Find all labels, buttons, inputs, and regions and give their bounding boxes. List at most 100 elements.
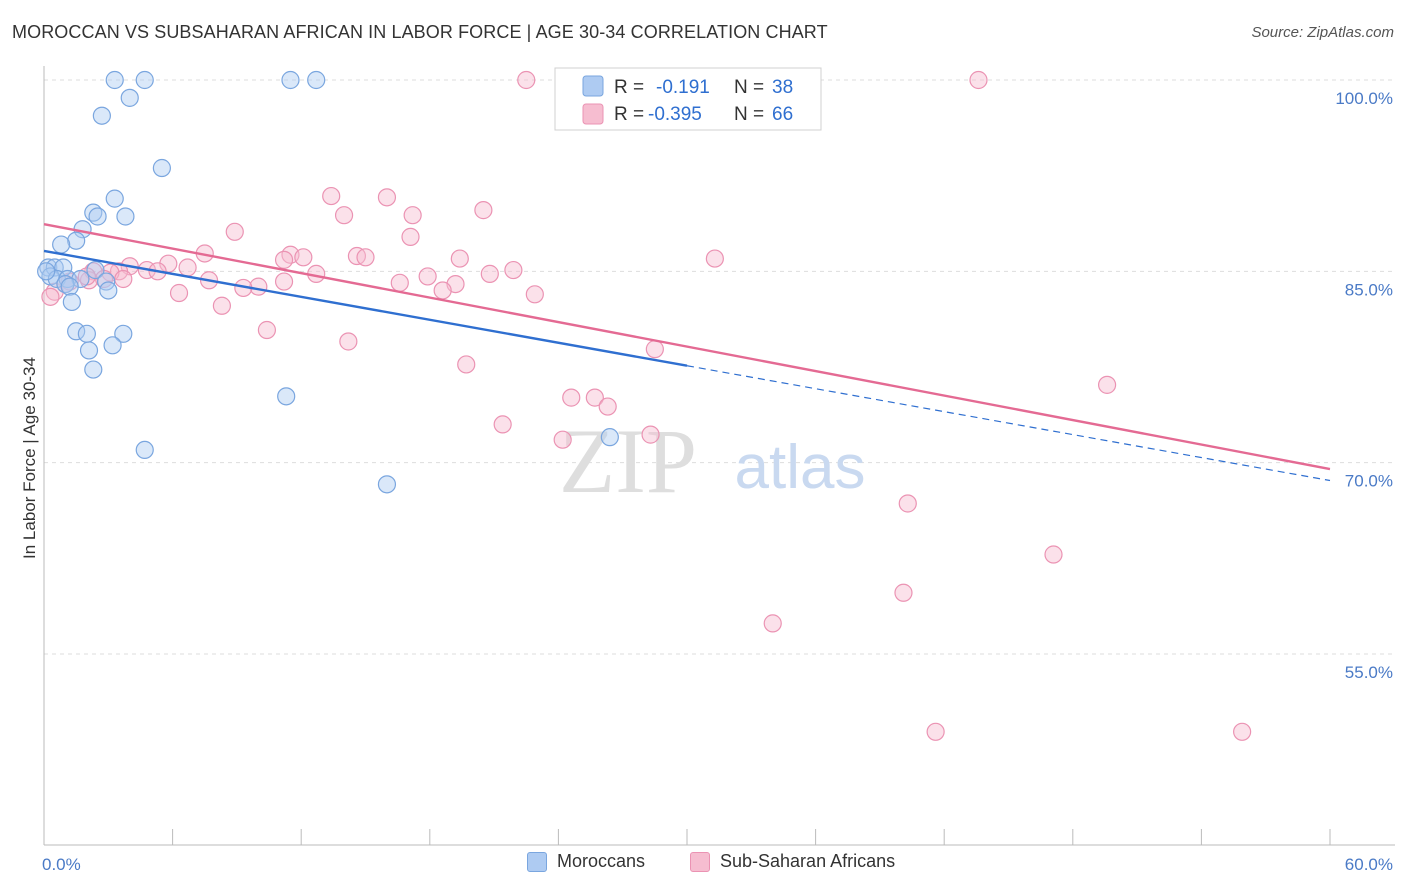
point-sub-saharan [553, 430, 572, 449]
trend-line-moroccans-extension [686, 365, 1331, 482]
legend-swatch-blue [527, 851, 547, 872]
point-moroccan [281, 70, 300, 90]
point-sub-saharan [894, 583, 913, 602]
point-moroccan [99, 281, 118, 300]
point-sub-saharan [562, 388, 581, 407]
point-sub-saharan [898, 494, 917, 513]
point-moroccan [152, 158, 171, 178]
point-sub-saharan [433, 281, 452, 300]
trend-line-moroccans [43, 249, 688, 367]
points-moroccans [37, 70, 619, 494]
legend-n-value-1: 38 [772, 77, 793, 98]
point-sub-saharan [1097, 375, 1117, 394]
point-sub-saharan [763, 614, 782, 633]
point-moroccan [105, 189, 124, 208]
point-sub-saharan [339, 332, 358, 351]
point-sub-saharan [274, 272, 294, 291]
point-sub-saharan [598, 397, 617, 416]
point-moroccan [67, 322, 86, 341]
point-sub-saharan [274, 250, 294, 269]
point-sub-saharan [377, 188, 397, 207]
point-moroccan [377, 475, 397, 494]
point-moroccan [37, 262, 56, 281]
y-tick-label: 55.0% [1345, 663, 1393, 682]
point-sub-saharan [294, 248, 313, 267]
point-moroccan [84, 360, 103, 379]
legend-n-value-2: 66 [772, 104, 793, 125]
trend-line-sub-saharan [43, 222, 1331, 471]
point-moroccan [103, 336, 122, 355]
point-sub-saharan [525, 285, 544, 304]
gridlines [44, 79, 1395, 655]
point-moroccan [86, 260, 105, 280]
point-sub-saharan [212, 296, 231, 315]
legend-swatch-moroccans [582, 75, 604, 97]
legend-swatch-sub-saharan [582, 103, 604, 125]
legend-label-sub-saharan: Sub-Saharan Africans [720, 851, 896, 871]
point-moroccan [62, 292, 81, 312]
point-moroccan [105, 70, 124, 90]
watermark-zip: ZIP [559, 410, 697, 512]
point-moroccan [88, 207, 107, 226]
point-sub-saharan [356, 248, 375, 267]
source-label: Source: ZipAtlas.com [1251, 24, 1394, 41]
watermark: ZIP atlas [559, 410, 865, 512]
y-tick-label: 85.0% [1345, 280, 1393, 299]
point-sub-saharan [493, 415, 512, 434]
point-sub-saharan [641, 425, 660, 444]
point-moroccan [307, 70, 326, 90]
legend-item-moroccans[interactable]: Moroccans [527, 851, 645, 872]
point-sub-saharan [1044, 545, 1063, 564]
legend-n-label-1: N = [734, 77, 764, 98]
x-tick-label-end: 60.0% [1345, 855, 1393, 874]
point-moroccan [135, 70, 154, 90]
series-legend: Moroccans Sub-Saharan Africans [0, 851, 1406, 879]
point-sub-saharan [517, 70, 536, 90]
point-moroccan [60, 277, 79, 296]
point-sub-saharan [480, 264, 499, 283]
legend-r-value-1: -0.191 [656, 77, 710, 98]
legend-swatch-pink [690, 851, 710, 872]
legend-r-label-2: R = [614, 104, 644, 125]
point-sub-saharan [401, 227, 420, 246]
point-sub-saharan [41, 287, 60, 306]
point-moroccan [77, 324, 96, 343]
stats-legend: R = -0.191 N = 38 R = -0.395 N = 66 [554, 67, 822, 131]
point-sub-saharan [169, 283, 189, 303]
y-tick-label: 70.0% [1345, 472, 1393, 491]
point-sub-saharan [705, 249, 724, 268]
point-moroccan [120, 88, 139, 107]
point-moroccan [67, 231, 86, 250]
point-moroccan [135, 440, 154, 460]
point-sub-saharan [450, 249, 469, 268]
point-sub-saharan [645, 340, 664, 359]
point-sub-saharan [249, 277, 268, 296]
x-tick-label-start: 0.0% [42, 855, 81, 874]
legend-n-label-2: N = [734, 104, 764, 125]
point-sub-saharan [390, 273, 409, 292]
point-moroccan [52, 235, 71, 254]
tick-labels: 55.0% 70.0% 85.0% 100.0% 0.0% 60.0% [42, 89, 1393, 874]
legend-item-sub-saharan[interactable]: Sub-Saharan Africans [690, 851, 895, 872]
point-moroccan [600, 428, 619, 447]
point-sub-saharan [257, 320, 277, 340]
legend-label-moroccans: Moroccans [557, 851, 646, 871]
legend-r-label-1: R = [614, 77, 644, 98]
point-sub-saharan [969, 70, 988, 90]
points-sub-saharan [41, 70, 1252, 741]
point-sub-saharan [585, 388, 604, 407]
point-moroccan [79, 341, 99, 360]
trend-lines [43, 222, 1331, 482]
point-moroccan [116, 207, 135, 226]
point-sub-saharan [178, 258, 197, 277]
point-moroccan [92, 106, 111, 125]
point-sub-saharan [504, 260, 523, 280]
point-sub-saharan [114, 269, 133, 289]
point-sub-saharan [1233, 722, 1252, 741]
point-sub-saharan [322, 186, 341, 206]
point-moroccan [114, 324, 133, 343]
point-sub-saharan [225, 222, 244, 241]
point-sub-saharan [334, 206, 354, 225]
y-tick-label: 100.0% [1335, 89, 1393, 108]
